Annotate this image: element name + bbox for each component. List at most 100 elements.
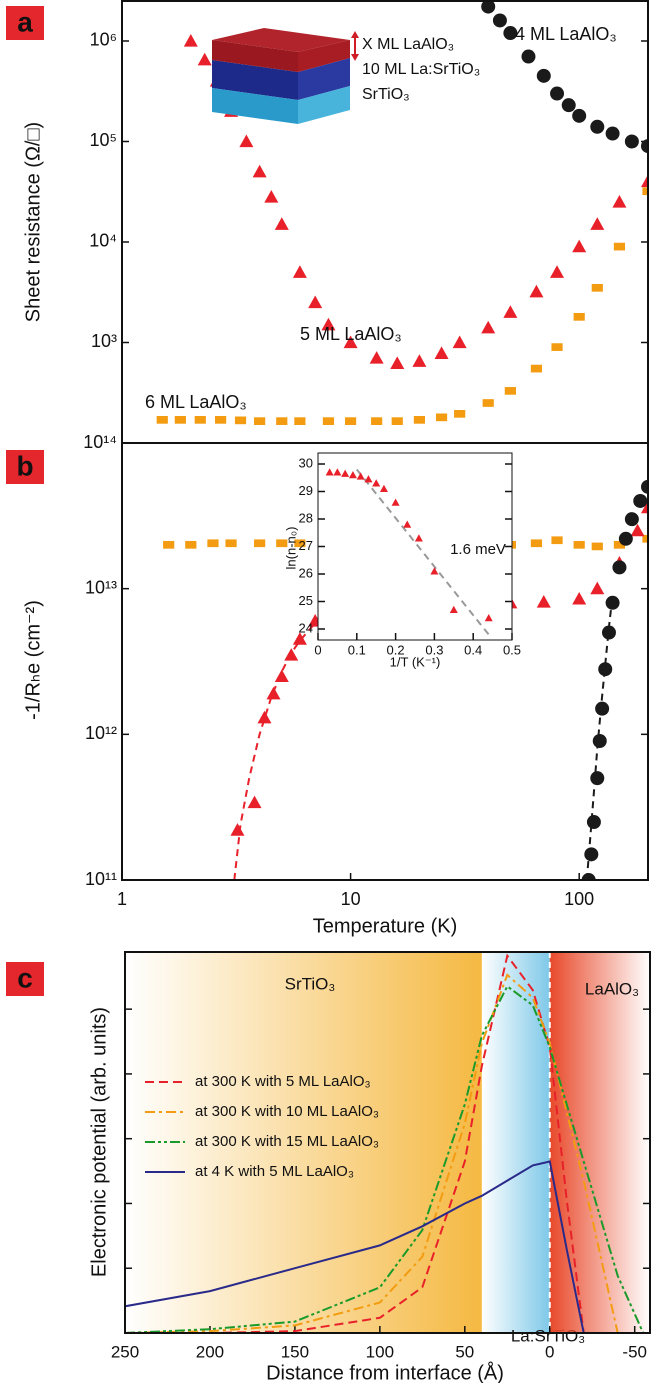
marker — [276, 417, 288, 425]
region-label: LaAlO₃ — [585, 979, 639, 998]
marker — [185, 540, 197, 549]
marker — [254, 539, 266, 548]
fit-line — [233, 622, 316, 880]
marker — [492, 13, 507, 28]
marker — [595, 701, 610, 716]
marker — [215, 415, 227, 424]
marker — [530, 539, 543, 548]
x-tick-label: 100 — [564, 889, 594, 909]
line — [125, 953, 585, 1333]
marker — [590, 217, 605, 230]
layer — [212, 28, 350, 52]
y-tick-label: 25 — [299, 593, 313, 608]
marker — [435, 413, 448, 422]
y-tick-label: 26 — [299, 565, 313, 580]
panel: 10¹¹ 10¹² 10¹³ 10¹⁴ 1 10 100 -1/Rₕe (cm⁻²) Tempe… — [6, 432, 649, 937]
marker — [612, 560, 627, 575]
marker — [613, 242, 626, 251]
marker — [561, 98, 576, 113]
marker — [454, 410, 466, 418]
marker — [551, 343, 563, 351]
panel: 10³ 10⁴ 10⁵ 10⁶ 4 ML LaAlO₃ 5 ML LaAlO₃ 6 ML L… — [6, 0, 649, 444]
marker — [371, 417, 383, 425]
marker — [247, 795, 262, 809]
marker — [550, 265, 565, 278]
marker — [551, 536, 563, 545]
marker — [325, 468, 334, 476]
marker — [630, 523, 645, 537]
marker — [225, 539, 237, 548]
y-tick-label: 10⁴ — [89, 231, 117, 251]
marker — [641, 139, 648, 154]
marker — [321, 317, 336, 331]
marker — [163, 540, 175, 549]
marker — [590, 119, 605, 134]
marker — [390, 356, 405, 369]
series-label: 6 ML LaAlO₃ — [145, 392, 247, 412]
x-tick-label: 50 — [455, 1342, 474, 1361]
marker — [183, 33, 198, 47]
line — [125, 984, 645, 1333]
layer — [298, 40, 350, 72]
marker — [481, 320, 496, 334]
y-axis-label: ln(n-n₀) — [283, 527, 298, 570]
marker — [613, 540, 626, 549]
marker — [591, 283, 603, 292]
plot-area — [125, 953, 645, 1333]
marker — [274, 217, 289, 230]
marker — [573, 312, 585, 321]
y-tick-label: 10⁶ — [90, 30, 117, 50]
layer — [212, 88, 298, 124]
marker — [641, 174, 648, 188]
marker — [504, 387, 516, 395]
marker — [274, 669, 289, 682]
marker — [252, 164, 267, 178]
y-tick-label: 10⁵ — [90, 130, 117, 150]
marker — [372, 479, 381, 487]
marker — [530, 364, 543, 373]
marker — [294, 539, 306, 548]
y-tick-label: 10³ — [91, 331, 117, 351]
marker — [292, 632, 307, 645]
arrow-head — [351, 31, 359, 38]
marker — [642, 534, 648, 543]
x-tick-label: 200 — [196, 1342, 224, 1361]
x-tick-label: 150 — [281, 1342, 309, 1361]
marker — [156, 415, 168, 424]
x-axis-label: 1/T (K⁻¹) — [390, 654, 441, 669]
y-axis-label: -1/Rₕe (cm⁻²) — [22, 600, 44, 720]
x-axis-label: Temperature (K) — [313, 915, 458, 937]
axes-frame — [124, 951, 651, 1334]
x-tick-label: 100 — [366, 1342, 394, 1361]
panel-label-box — [6, 6, 44, 40]
y-tick-label: 30 — [299, 455, 313, 470]
y-axis-label: Sheet resistance (Ω/□) — [22, 122, 44, 322]
y-tick-label: 10¹⁴ — [83, 432, 117, 452]
x-tick-label: 0 — [545, 1342, 554, 1361]
marker — [503, 305, 518, 318]
marker — [356, 472, 365, 480]
layer — [298, 86, 350, 124]
legend-label: at 300 K with 10 ML LaAlO₃ — [195, 1103, 379, 1120]
marker — [348, 471, 357, 479]
marker — [264, 190, 279, 203]
legend-label: at 300 K with 5 ML LaAlO₃ — [195, 1073, 371, 1090]
marker — [536, 68, 551, 83]
layer-label: 10 ML La:SrTiO₃ — [362, 61, 480, 78]
marker — [590, 581, 605, 595]
marker — [194, 415, 206, 424]
marker — [601, 625, 616, 640]
marker — [413, 415, 426, 424]
marker — [430, 567, 439, 575]
y-tick-label: 27 — [299, 538, 313, 553]
axes-frame — [317, 452, 513, 641]
x-axis-label: Distance from interface (Å) — [266, 1361, 504, 1383]
marker — [234, 416, 247, 425]
marker — [592, 733, 607, 748]
x-tick-label: 10 — [341, 889, 361, 909]
marker — [503, 26, 518, 41]
y-axis-label: Electronic potential (arb. units) — [88, 1007, 110, 1277]
marker — [642, 187, 648, 196]
y-tick-label: 29 — [299, 483, 313, 498]
